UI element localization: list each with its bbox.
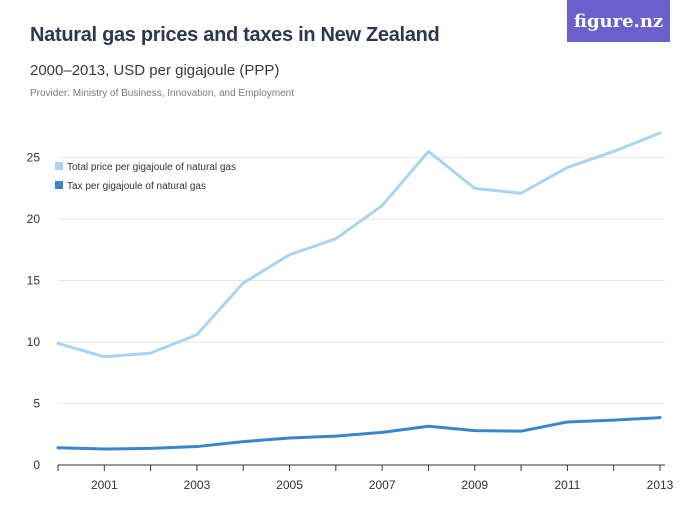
- y-tick-label: 25: [27, 151, 41, 165]
- series-total-price-line: [56, 131, 662, 359]
- legend-tax-label: Tax per gigajoule of natural gas: [67, 181, 206, 192]
- y-tick-label: 10: [27, 335, 41, 349]
- x-tick-label: 2009: [461, 478, 488, 492]
- x-tick-label: 2003: [184, 478, 211, 492]
- y-tick-label: 5: [33, 397, 40, 411]
- chart-title: Natural gas prices and taxes in New Zeal…: [30, 24, 440, 46]
- y-tick-label: 15: [27, 274, 41, 288]
- data-provider: Provider: Ministry of Business, Innovati…: [30, 88, 295, 99]
- x-tick-label: 2011: [554, 478, 580, 492]
- legend-tax-swatch: [55, 181, 63, 189]
- figure-nz-logo[interactable]: figure.nz: [567, 0, 670, 42]
- y-tick-label: 20: [27, 212, 41, 226]
- y-tick-label: 0: [33, 458, 40, 472]
- x-tick-label: 2007: [369, 478, 396, 492]
- series-tax-line: [56, 416, 662, 451]
- legend-total-price-label: Total price per gigajoule of natural gas: [67, 162, 236, 173]
- chart-subtitle: 2000–2013, USD per gigajoule (PPP): [30, 62, 280, 79]
- legend-total-price-swatch: [55, 162, 63, 170]
- x-tick-label: 2001: [91, 478, 118, 492]
- x-tick-label: 2005: [276, 478, 303, 492]
- x-tick-label: 2013: [647, 478, 674, 492]
